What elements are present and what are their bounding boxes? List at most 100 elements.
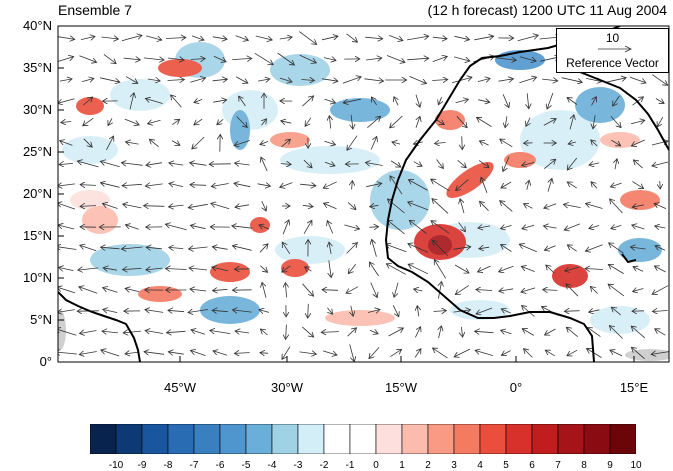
wind-vector bbox=[477, 117, 492, 127]
wind-vector bbox=[260, 353, 269, 354]
wind-vector bbox=[434, 260, 447, 279]
wind-vector bbox=[565, 266, 580, 271]
plot-title-right: (12 h forecast) 1200 UTC 11 Aug 2004 bbox=[427, 2, 667, 18]
wind-vector bbox=[58, 329, 77, 336]
wind-vector bbox=[415, 327, 420, 338]
wind-vector bbox=[501, 245, 512, 252]
wind-vector bbox=[189, 247, 208, 249]
colorbar-swatch bbox=[479, 424, 507, 454]
wind-vector bbox=[352, 181, 353, 190]
lat-label: 20°N bbox=[22, 186, 52, 201]
wind-vector bbox=[190, 163, 207, 166]
wind-vector bbox=[631, 326, 646, 339]
lon-label: 45°W bbox=[164, 380, 196, 395]
wind-vector bbox=[564, 223, 580, 230]
wind-vector bbox=[460, 199, 465, 214]
wind-vector bbox=[234, 353, 250, 354]
wind-vector bbox=[103, 268, 117, 270]
wind-vector bbox=[369, 227, 378, 228]
wind-vector bbox=[569, 115, 574, 130]
wind-vector bbox=[323, 181, 337, 188]
wind-vector bbox=[567, 98, 578, 105]
wind-vector bbox=[285, 283, 286, 298]
wind-vector bbox=[212, 37, 227, 39]
wind-vector bbox=[277, 52, 295, 65]
wind-vector bbox=[408, 202, 429, 211]
wind-vector bbox=[282, 265, 291, 272]
wind-vector bbox=[370, 282, 378, 298]
wind-vector bbox=[527, 93, 529, 108]
wind-vector bbox=[654, 203, 667, 209]
wind-vector bbox=[439, 326, 442, 339]
wind-vector bbox=[567, 182, 578, 189]
wind-vector bbox=[167, 331, 186, 332]
wind-vector bbox=[213, 100, 226, 102]
wind-vector bbox=[564, 311, 580, 312]
wind-vector bbox=[210, 330, 231, 333]
wind-vector bbox=[629, 76, 646, 83]
wind-vector bbox=[168, 310, 185, 311]
wind-vector bbox=[344, 224, 359, 229]
wind-vector bbox=[517, 35, 539, 42]
wind-vector bbox=[146, 163, 163, 166]
wind-vector bbox=[501, 309, 511, 313]
wind-vector bbox=[456, 116, 467, 127]
wind-vector bbox=[60, 141, 73, 146]
lat-label: 30°N bbox=[22, 102, 52, 117]
wind-vector bbox=[631, 347, 645, 360]
wind-vector bbox=[80, 331, 97, 334]
wind-vector bbox=[591, 140, 598, 147]
wind-vector bbox=[321, 79, 338, 81]
colorbar-label: 0 bbox=[373, 460, 379, 471]
wind-vector bbox=[435, 142, 446, 143]
wind-vector bbox=[480, 201, 489, 211]
wind-vector bbox=[192, 136, 205, 149]
wind-vector bbox=[390, 160, 401, 167]
wind-vector bbox=[279, 37, 292, 39]
wind-vector bbox=[261, 157, 268, 172]
wind-vector bbox=[611, 225, 622, 228]
wind-vector bbox=[286, 324, 287, 340]
wind-vector bbox=[610, 350, 623, 357]
colorbar-swatch bbox=[453, 424, 481, 454]
wind-vector bbox=[591, 97, 597, 106]
wind-vector bbox=[259, 310, 270, 313]
wind-vector bbox=[392, 142, 401, 144]
colorbar-label: 8 bbox=[581, 460, 587, 471]
wind-vector bbox=[235, 331, 250, 333]
wind-vector bbox=[121, 35, 142, 42]
wind-vector bbox=[188, 204, 208, 207]
wind-vector bbox=[58, 247, 77, 250]
wind-vector bbox=[651, 352, 669, 355]
wind-vector bbox=[299, 352, 317, 354]
wind-vector bbox=[260, 329, 268, 336]
colorbar-swatch bbox=[297, 424, 325, 454]
colorbar-swatch bbox=[245, 424, 273, 454]
wind-vector bbox=[260, 141, 269, 144]
wind-vector bbox=[106, 136, 113, 151]
wind-vector bbox=[610, 183, 622, 187]
wind-vector bbox=[611, 307, 621, 316]
wind-vector bbox=[454, 348, 471, 357]
wind-vector bbox=[631, 139, 645, 146]
wind-vector bbox=[324, 99, 336, 103]
wind-vector bbox=[124, 118, 139, 125]
wind-vector bbox=[543, 119, 556, 126]
reference-vector-magnitude: 10 bbox=[605, 31, 620, 45]
wind-vector bbox=[388, 328, 404, 337]
wind-vector bbox=[80, 206, 97, 207]
wind-vector bbox=[567, 245, 577, 252]
wind-vector bbox=[282, 242, 291, 255]
wind-vector bbox=[454, 264, 469, 273]
wind-vector bbox=[521, 266, 535, 272]
wind-vector bbox=[369, 330, 378, 334]
wind-vector bbox=[346, 243, 358, 254]
wind-vector bbox=[213, 351, 228, 356]
wind-vector bbox=[631, 120, 645, 123]
wind-vector bbox=[190, 225, 206, 228]
wind-vector bbox=[234, 183, 251, 186]
wind-vector bbox=[103, 288, 118, 293]
wind-vector bbox=[561, 77, 583, 83]
wind-vector bbox=[453, 247, 471, 250]
wind-vector bbox=[259, 244, 268, 253]
